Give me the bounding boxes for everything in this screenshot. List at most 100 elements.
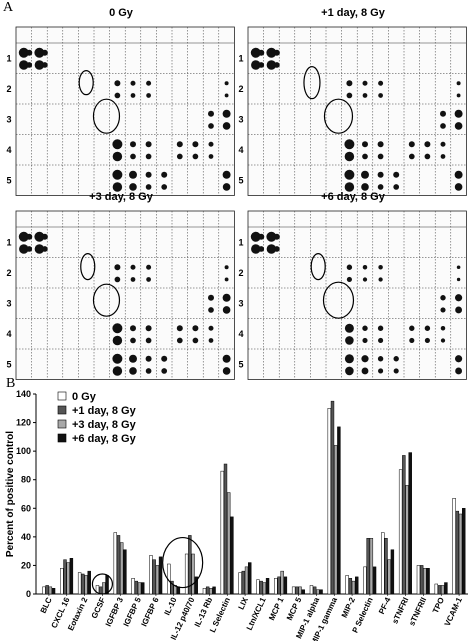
panel-b-letter: B <box>6 376 16 391</box>
blot-spot <box>362 93 368 98</box>
blot-spot <box>176 337 183 344</box>
bar-2-22 <box>441 585 445 595</box>
bar-2-0 <box>48 586 53 595</box>
blot-spot <box>145 171 152 178</box>
blot-spot <box>208 325 214 331</box>
bar-3-5 <box>141 582 145 595</box>
highlight-ellipse <box>92 98 121 134</box>
bar-3-19 <box>390 549 395 595</box>
blot-spot <box>258 233 265 240</box>
bar-3-22 <box>444 582 448 595</box>
bar-1-15 <box>312 586 317 595</box>
blot-spot <box>130 325 136 332</box>
highlight-ellipse <box>303 66 321 100</box>
bar-1-3 <box>98 586 103 595</box>
bar-0-17 <box>345 575 349 595</box>
blot-spot <box>378 80 384 86</box>
blot-spot <box>362 325 368 331</box>
blot-spot <box>250 231 261 242</box>
blot-spot <box>130 141 136 148</box>
blot-spot <box>258 62 265 68</box>
legend-label-1: +1 day, 8 Gy <box>72 405 137 417</box>
blot-spot <box>344 139 355 150</box>
blot-spot <box>362 337 368 344</box>
bar-2-8 <box>191 553 195 595</box>
x-tick-label: PF-4 <box>377 596 393 616</box>
blot-spot <box>208 338 214 343</box>
x-tick-label: MCP 1 <box>267 596 286 622</box>
bar-0-16 <box>327 408 332 595</box>
bar-2-20 <box>405 485 409 595</box>
blot-spot <box>377 356 384 362</box>
row-number: 1 <box>238 237 243 247</box>
y-axis-label: Percent of positive control <box>5 431 16 557</box>
blot-spot <box>266 47 277 58</box>
blot-spot <box>224 277 229 282</box>
blot-spot <box>424 141 431 148</box>
blot-spot <box>145 368 152 374</box>
row-number: 3 <box>238 114 243 124</box>
blot-spot <box>362 265 368 270</box>
bar-3-23 <box>462 508 466 595</box>
bar-1-8 <box>188 535 192 595</box>
blot-spot <box>112 323 123 334</box>
highlight-ellipse <box>80 253 96 281</box>
bar-2-15 <box>316 589 320 595</box>
bar-0-19 <box>381 532 385 595</box>
bar-3-6 <box>158 556 163 595</box>
blot-spot <box>130 277 136 282</box>
x-tick-label: IGFBP 6 <box>139 596 160 628</box>
bar-0-0 <box>42 586 46 595</box>
blot-spot <box>361 170 369 179</box>
bar-0-13 <box>274 578 278 595</box>
bar-3-21 <box>426 568 430 595</box>
bar-0-9 <box>202 588 207 595</box>
bar-0-4 <box>113 532 117 595</box>
bar-1-9 <box>205 586 210 595</box>
x-tick-label: sTNFRII <box>407 596 428 627</box>
blot-spot <box>145 337 152 344</box>
bar-0-5 <box>131 578 135 595</box>
bar-1-0 <box>45 585 49 595</box>
blot-spot <box>222 122 231 130</box>
bar-0-8 <box>184 553 189 595</box>
blot-spot <box>208 110 214 117</box>
blot-spot <box>208 141 214 147</box>
blot-spot <box>26 233 33 240</box>
blot-spot <box>34 60 45 70</box>
row-number: 2 <box>6 84 11 94</box>
blot-spot <box>41 49 48 56</box>
blot-spot <box>208 154 214 159</box>
x-tick-label: GCSF <box>90 596 108 620</box>
bar-3-3 <box>105 575 109 595</box>
blot-spot <box>114 264 121 271</box>
blot-spot <box>112 182 123 192</box>
blot-spot <box>145 141 152 148</box>
x-tick-label: LIX <box>236 595 250 611</box>
highlight-ellipse <box>78 70 94 96</box>
blot-spot <box>258 246 265 252</box>
blot-spot <box>114 276 121 283</box>
blot-spot <box>408 153 415 160</box>
y-tick-label: 80 <box>21 475 31 485</box>
blot-spot <box>161 368 168 374</box>
bar-2-23 <box>458 513 463 595</box>
blot-spot <box>224 93 229 98</box>
y-tick-label: 60 <box>21 503 31 513</box>
blot-spot <box>454 122 463 130</box>
blot-spot <box>161 184 168 190</box>
blot-spot <box>440 110 446 117</box>
blot-spot <box>455 294 463 302</box>
blot-spot <box>273 233 280 240</box>
bar-0-1 <box>60 568 64 595</box>
blot-spot <box>424 325 431 331</box>
bar-2-16 <box>334 445 338 595</box>
blot-spot <box>146 80 152 86</box>
legend-label-2: +3 day, 8 Gy <box>72 419 137 431</box>
blot-spot <box>222 109 231 118</box>
blot-spot <box>251 60 261 70</box>
blot-spot <box>129 367 137 375</box>
blot-spot <box>41 233 48 240</box>
dot-blot-panel: 0 GyABCDEFGHIJKLMN12345+1 day, 8 GyABCDE… <box>6 7 467 380</box>
bar-0-6 <box>149 555 153 595</box>
